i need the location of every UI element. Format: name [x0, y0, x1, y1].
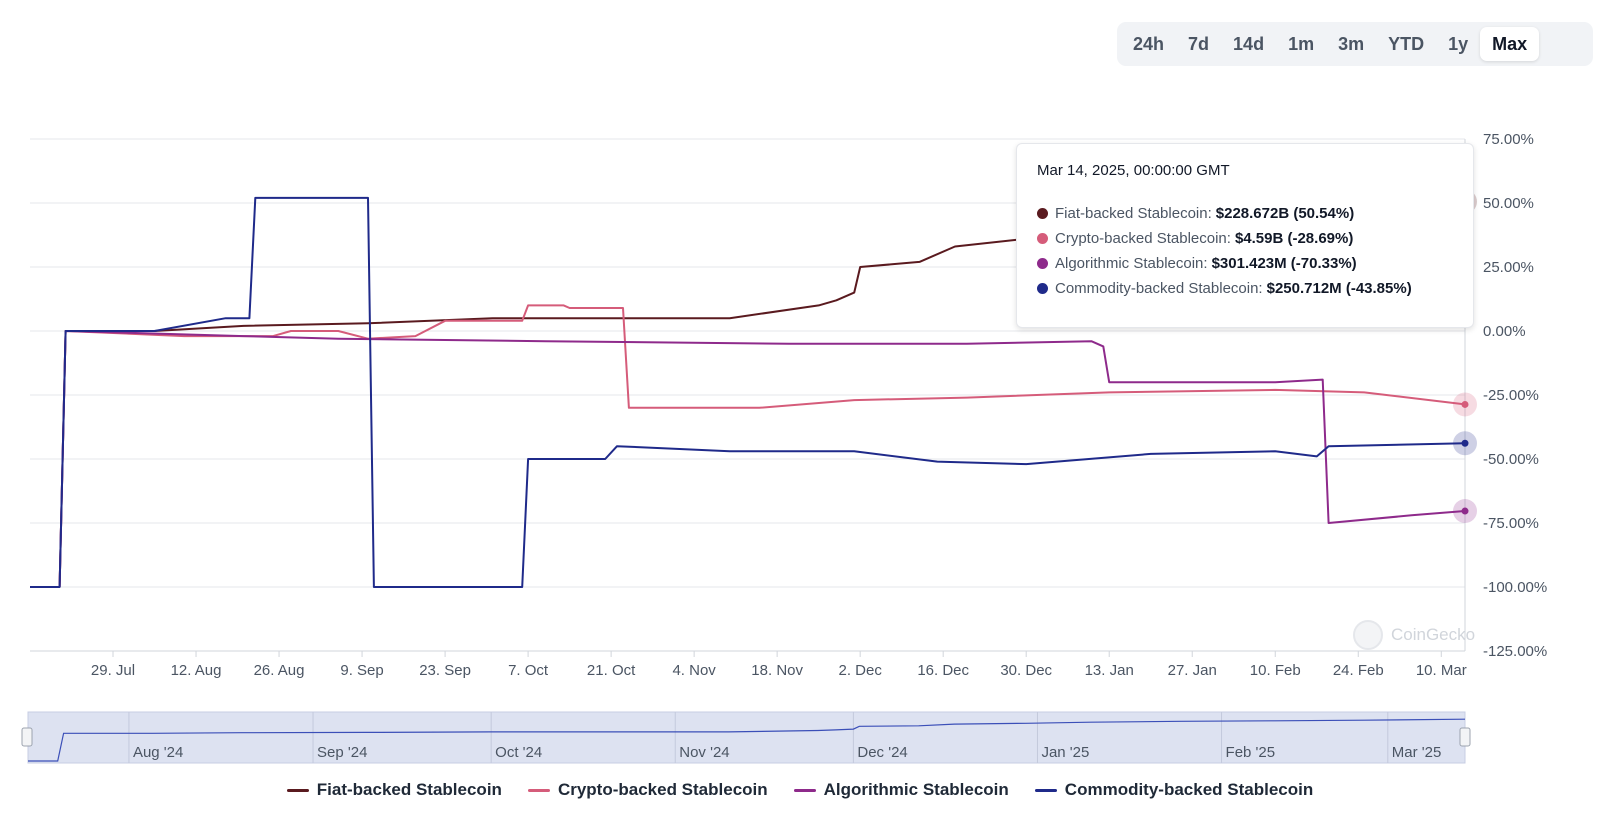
tooltip-dot-icon	[1037, 283, 1048, 294]
y-tick-label: -125.00%	[1483, 643, 1547, 660]
hover-point-2	[1461, 507, 1469, 515]
range-max-button[interactable]: Max	[1480, 27, 1540, 61]
chart-tooltip: Mar 14, 2025, 00:00:00 GMT Fiat-backed S…	[1016, 143, 1474, 328]
tooltip-dot-icon	[1037, 208, 1048, 219]
coingecko-logo-icon	[1353, 620, 1383, 650]
tooltip-series-name: Fiat-backed Stablecoin:	[1055, 205, 1212, 222]
coingecko-watermark: CoinGecko	[1353, 620, 1475, 650]
navigator-right-handle[interactable]	[1459, 727, 1471, 747]
y-tick-label: 0.00%	[1483, 323, 1526, 340]
range-ytd-button[interactable]: YTD	[1388, 33, 1425, 54]
y-axis-ticks: 75.00% 50.00% 25.00% 0.00% -25.00% -50.00% -75…	[1483, 131, 1547, 660]
tooltip-row-commodity: Commodity-backed Stablecoin: $250.712M (…	[1037, 276, 1453, 301]
legend-line-icon	[286, 788, 309, 792]
navigator-label: Feb '25	[1226, 744, 1276, 761]
legend-item-algorithmic[interactable]: Algorithmic Stablecoin	[793, 780, 1009, 800]
y-tick-label: -75.00%	[1483, 515, 1539, 532]
x-tick-label: 16. Dec	[917, 662, 969, 679]
x-tick-label: 9. Sep	[340, 662, 383, 679]
tooltip-series-name: Commodity-backed Stablecoin:	[1055, 280, 1263, 297]
hover-point-1	[1461, 400, 1469, 408]
tooltip-row-algorithmic: Algorithmic Stablecoin: $301.423M (-70.3…	[1037, 251, 1453, 276]
series-line-2	[58, 330, 1466, 588]
y-tick-label: 75.00%	[1483, 131, 1534, 148]
y-tick-label: -25.00%	[1483, 387, 1539, 404]
tooltip-series-value: $301.423M (-70.33%)	[1211, 255, 1357, 272]
legend-item-crypto[interactable]: Crypto-backed Stablecoin	[527, 780, 768, 800]
navigator-left-handle[interactable]	[21, 727, 33, 747]
x-tick-label: 10. Mar	[1416, 662, 1467, 679]
tooltip-row-crypto: Crypto-backed Stablecoin: $4.59B (-28.69…	[1037, 226, 1453, 251]
x-tick-label: 30. Dec	[1000, 662, 1052, 679]
x-tick-label: 21. Oct	[587, 662, 636, 679]
tooltip-dot-icon	[1037, 233, 1048, 244]
y-tick-label: -100.00%	[1483, 579, 1547, 596]
x-axis-ticks: 29. Jul 12. Aug 26. Aug 9. Sep 23. Sep 7. Oct…	[91, 651, 1467, 679]
tooltip-series-value: $250.712M (-43.85%)	[1266, 280, 1412, 297]
x-tick-label: 2. Dec	[838, 662, 882, 679]
x-tick-label: 12. Aug	[171, 662, 222, 679]
legend-label: Commodity-backed Stablecoin	[1064, 780, 1314, 799]
range-navigator: Aug '24 Sep '24 Oct '24 Nov '24 Dec '24 Jan '…	[21, 711, 1471, 764]
legend-line-icon	[793, 788, 816, 792]
tooltip-dot-icon	[1037, 258, 1048, 269]
tooltip-date: Mar 14, 2025, 00:00:00 GMT	[1037, 162, 1230, 179]
legend-label: Algorithmic Stablecoin	[823, 780, 1009, 799]
navigator-label: Mar '25	[1392, 744, 1442, 761]
time-range-selector: 24h 7d 14d 1m 3m YTD 1y Max	[1117, 22, 1593, 66]
range-24h-button[interactable]: 24h	[1133, 33, 1165, 54]
navigator-label: Dec '24	[857, 744, 907, 761]
legend-label: Fiat-backed Stablecoin	[316, 780, 502, 799]
stablecoin-performance-chart[interactable]: 75.00% 50.00% 25.00% 0.00% -25.00% -50.00% -75…	[0, 0, 1600, 780]
y-tick-label: 25.00%	[1483, 259, 1534, 276]
hover-point-3	[1461, 439, 1469, 447]
navigator-label: Aug '24	[133, 744, 183, 761]
tooltip-series-name: Algorithmic Stablecoin:	[1055, 255, 1208, 272]
x-tick-label: 26. Aug	[254, 662, 305, 679]
navigator-label: Nov '24	[679, 744, 729, 761]
x-tick-label: 23. Sep	[419, 662, 471, 679]
x-tick-label: 7. Oct	[508, 662, 549, 679]
navigator-label: Sep '24	[317, 744, 367, 761]
x-tick-label: 29. Jul	[91, 662, 135, 679]
legend-item-fiat[interactable]: Fiat-backed Stablecoin	[286, 780, 502, 800]
x-tick-label: 24. Feb	[1333, 662, 1384, 679]
legend-item-commodity[interactable]: Commodity-backed Stablecoin	[1034, 780, 1314, 800]
x-tick-label: 18. Nov	[751, 662, 803, 679]
tooltip-series-name: Crypto-backed Stablecoin:	[1055, 230, 1231, 247]
grid-lines	[30, 138, 1466, 652]
series-line-1	[58, 304, 1466, 588]
navigator-series-line	[28, 718, 1466, 762]
legend-line-icon	[527, 788, 550, 792]
tooltip-series-value: $228.672B (50.54%)	[1215, 205, 1355, 222]
range-3m-button[interactable]: 3m	[1338, 33, 1365, 54]
tooltip-row-fiat: Fiat-backed Stablecoin: $228.672B (50.54…	[1037, 201, 1453, 226]
x-tick-label: 10. Feb	[1250, 662, 1301, 679]
x-tick-label: 4. Nov	[672, 662, 716, 679]
y-tick-label: -50.00%	[1483, 451, 1539, 468]
legend-label: Crypto-backed Stablecoin	[557, 780, 768, 799]
x-tick-label: 27. Jan	[1168, 662, 1217, 679]
legend-line-icon	[1034, 788, 1057, 792]
range-1y-button[interactable]: 1y	[1448, 33, 1469, 54]
navigator-label: Jan '25	[1041, 744, 1089, 761]
range-14d-button[interactable]: 14d	[1233, 33, 1265, 54]
navigator-label: Oct '24	[495, 744, 542, 761]
tooltip-series-value: $4.59B (-28.69%)	[1234, 230, 1354, 247]
chart-legend: Fiat-backed Stablecoin Crypto-backed Sta…	[0, 780, 1600, 800]
x-tick-label: 13. Jan	[1085, 662, 1134, 679]
series-line-3	[30, 196, 1466, 588]
watermark-text: CoinGecko	[1391, 625, 1476, 644]
range-1m-button[interactable]: 1m	[1288, 33, 1315, 54]
range-7d-button[interactable]: 7d	[1188, 33, 1210, 54]
y-tick-label: 50.00%	[1483, 195, 1534, 212]
